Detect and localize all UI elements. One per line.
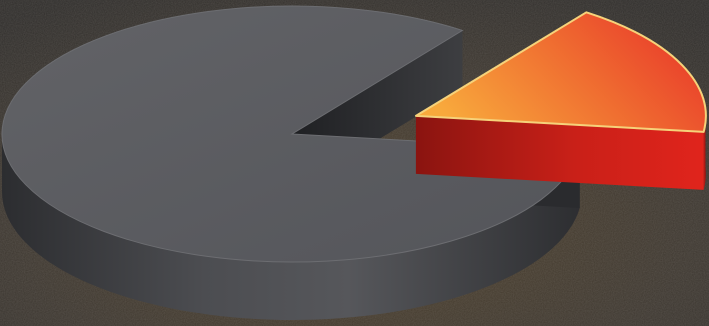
accent-slice-side <box>703 109 706 190</box>
accent-slice-cut-face <box>415 115 704 190</box>
main-slice-top <box>1 5 581 263</box>
main-slice-side <box>1 134 580 321</box>
accent-slice-top <box>414 11 707 133</box>
